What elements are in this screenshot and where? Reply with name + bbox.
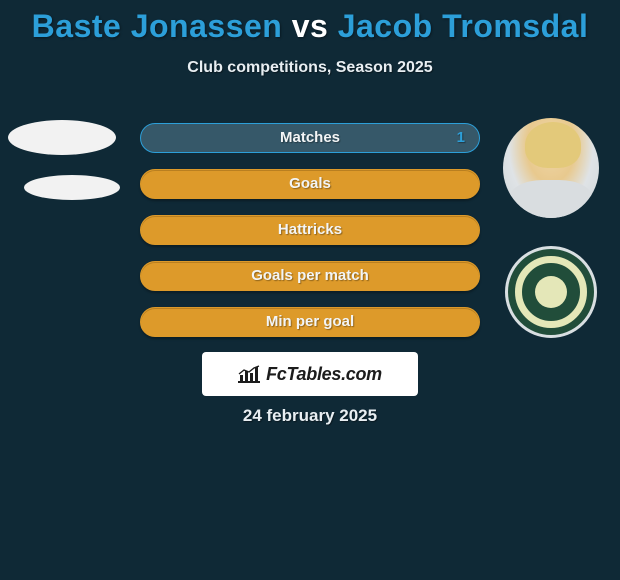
stat-label: Min per goal (141, 308, 479, 336)
stat-bar-hattricks: Hattricks (140, 215, 480, 245)
stat-label: Goals per match (141, 262, 479, 290)
player2-photo (503, 118, 599, 218)
stat-bar-goals: Goals (140, 169, 480, 199)
stat-right-value: 1 (457, 124, 465, 152)
stat-bar-min-per-goal: Min per goal (140, 307, 480, 337)
right-player-column (492, 118, 610, 338)
title-vs: vs (292, 8, 329, 44)
stat-bar-matches: Matches 1 (140, 123, 480, 153)
stat-label: Goals (141, 170, 479, 198)
brand-text: FcTables.com (266, 364, 382, 385)
stat-bar-goals-per-match: Goals per match (140, 261, 480, 291)
stat-label: Matches (141, 124, 479, 152)
player1-photo-placeholder (8, 120, 116, 155)
left-player-column (8, 120, 128, 220)
chart-icon (238, 365, 260, 383)
player1-club-placeholder (24, 175, 120, 200)
page-title: Baste Jonassen vs Jacob Tromsdal (0, 0, 620, 45)
stat-label: Hattricks (141, 216, 479, 244)
subtitle: Club competitions, Season 2025 (0, 59, 620, 77)
brand-slab: FcTables.com (202, 352, 418, 396)
date-text: 24 february 2025 (0, 406, 620, 426)
title-player2: Jacob Tromsdal (338, 8, 589, 44)
stats-bars: Matches 1 Goals Hattricks Goals per matc… (140, 123, 480, 353)
title-player1: Baste Jonassen (32, 8, 283, 44)
player2-club-badge (505, 246, 597, 338)
